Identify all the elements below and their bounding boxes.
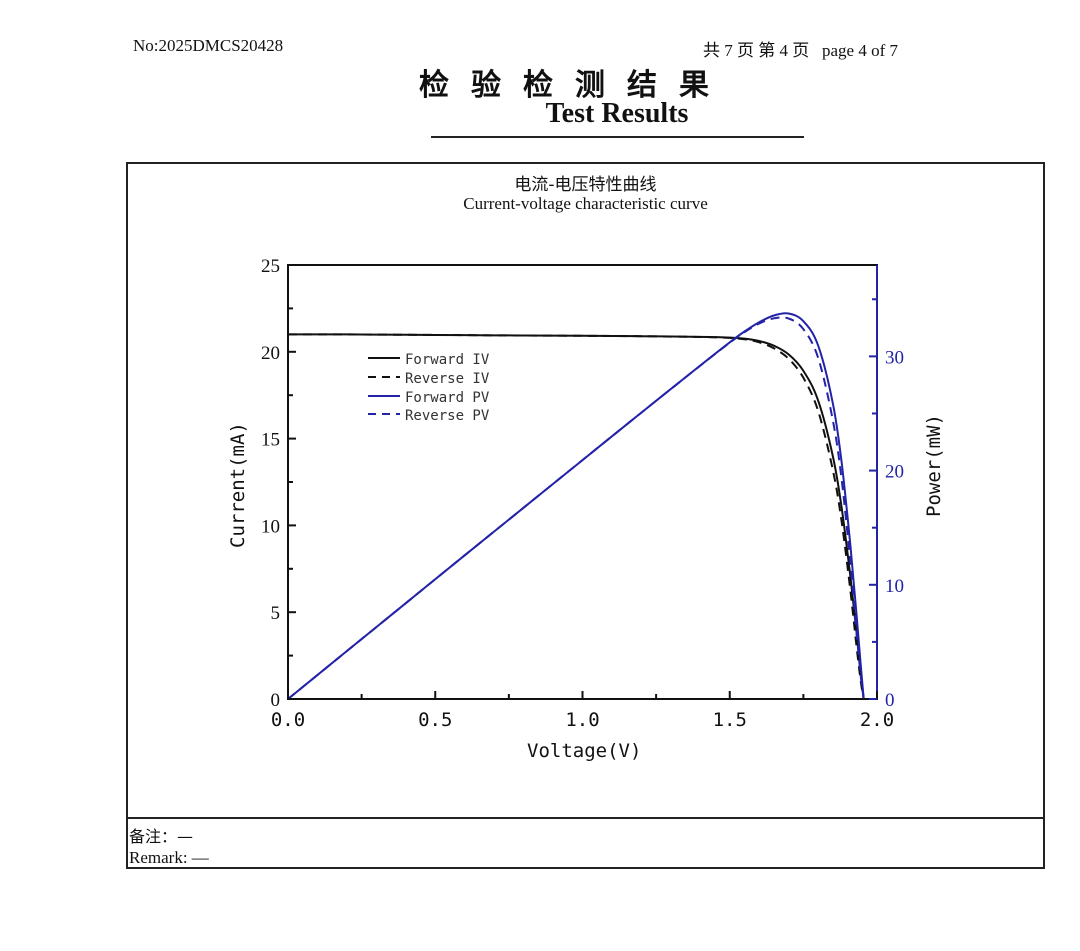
axis-ticks — [287, 264, 878, 700]
y2-tick-label: 30 — [885, 347, 904, 368]
x-axis-label: Voltage(V) — [527, 740, 641, 762]
remark-cn: 备注：— — [129, 827, 194, 846]
series-forward-iv — [287, 333, 865, 700]
x-tick-label: 2.0 — [860, 709, 894, 731]
series-reverse-iv — [287, 333, 865, 700]
page-title-en: Test Results — [545, 98, 689, 129]
remark-en: Remark: — — [129, 848, 209, 867]
y2-axis-label: Power(mW) — [923, 414, 945, 517]
legend-label-forward-pv: Forward PV — [405, 390, 490, 406]
remark-divider — [126, 817, 1045, 819]
y-tick-label: 25 — [261, 256, 280, 277]
x-tick-label: 0.0 — [271, 709, 305, 731]
y-tick-label: 0 — [271, 690, 281, 711]
title-underline — [431, 136, 804, 138]
y2-tick-label: 0 — [885, 690, 895, 711]
x-tick-label: 1.0 — [565, 709, 599, 731]
legend-label-forward-iv: Forward IV — [405, 352, 490, 368]
legend-label-reverse-iv: Reverse IV — [405, 371, 490, 387]
series-reverse-pv — [287, 316, 865, 700]
y2-tick-label: 10 — [885, 576, 904, 597]
y-tick-label: 20 — [261, 343, 280, 364]
x-tick-label: 0.5 — [418, 709, 452, 731]
y-tick-label: 5 — [271, 603, 281, 624]
y-tick-label: 15 — [261, 430, 280, 451]
y2-tick-label: 20 — [885, 462, 904, 483]
page-title-cn: 检验检测结果 — [419, 68, 731, 103]
x-tick-label: 1.5 — [713, 709, 747, 731]
y-tick-label: 10 — [261, 516, 280, 537]
results-frame — [126, 162, 1045, 869]
series-forward-pv — [287, 312, 865, 700]
page-info: 共 7 页 第 4 页 page 4 of 7 — [703, 41, 899, 60]
legend-label-reverse-pv: Reverse PV — [405, 408, 490, 424]
plot-lines — [287, 312, 865, 700]
report-number: No:2025DMCS20428 — [133, 36, 284, 55]
plot-border — [287, 264, 878, 700]
y-axis-label: Current(mA) — [227, 422, 249, 548]
chart-legend: Forward IV Reverse IV Forward PV Reverse… — [368, 352, 490, 424]
chart-title-cn: 电流-电压特性曲线 — [514, 175, 657, 195]
chart-title-en: Current-voltage characteristic curve — [463, 194, 708, 213]
